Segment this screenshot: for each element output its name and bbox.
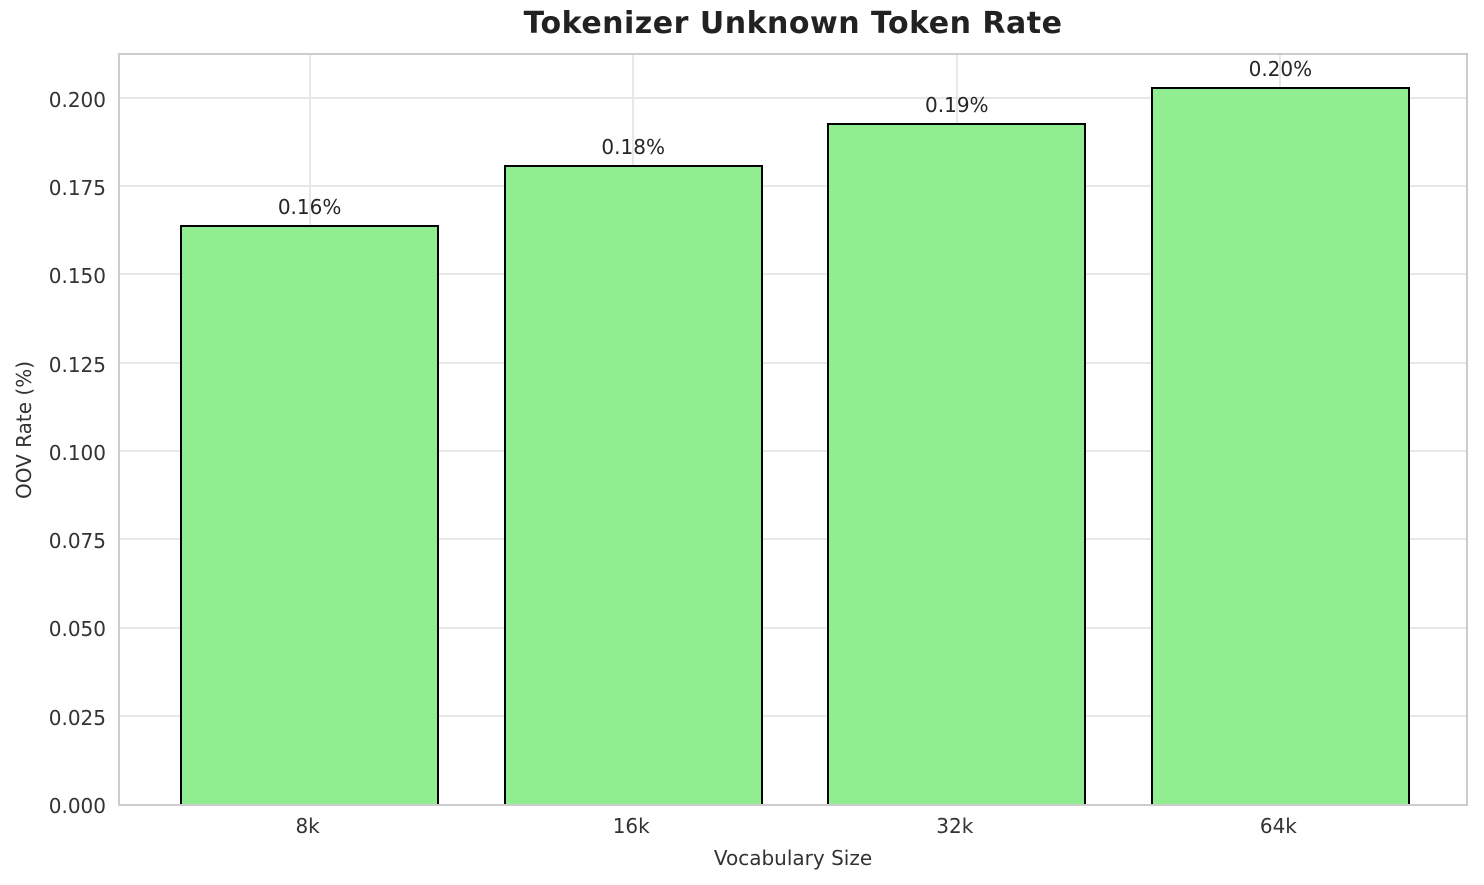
y-tick-label: 0.150: [48, 264, 106, 289]
x-tick-label: 16k: [612, 814, 650, 838]
h-gridline: [120, 361, 1466, 364]
h-gridline: [120, 538, 1466, 541]
y-tick-label: 0.100: [48, 440, 106, 465]
y-tick-label: 0.025: [48, 705, 106, 730]
bar-8k: [180, 225, 440, 804]
plot-area: 0.16% 0.18% 0.19% 0.20%: [118, 53, 1468, 806]
x-tick-label: 8k: [295, 814, 320, 838]
h-gridline: [120, 96, 1466, 99]
h-gridline: [120, 273, 1466, 276]
y-tick-label: 0.175: [48, 176, 106, 201]
x-tick-label: 64k: [1259, 814, 1297, 838]
h-gridline: [120, 626, 1466, 629]
bar-value-label: 0.19%: [925, 92, 989, 117]
bar-value-label: 0.18%: [601, 135, 665, 160]
y-tick-label: 0.075: [48, 529, 106, 554]
y-tick-label: 0.125: [48, 352, 106, 377]
y-tick-label: 0.050: [48, 617, 106, 642]
h-gridline: [120, 185, 1466, 188]
y-axis-label: OOV Rate (%): [12, 361, 36, 499]
chart-title: Tokenizer Unknown Token Rate: [523, 6, 1063, 41]
bar-value-label: 0.16%: [277, 195, 342, 220]
bar-32k: [827, 122, 1087, 804]
bar-value-label: 0.20%: [1248, 57, 1313, 82]
y-tick-label: 0.000: [48, 794, 106, 818]
h-gridline: [120, 714, 1466, 717]
x-tick-label: 32k: [936, 814, 974, 838]
bar-16k: [503, 165, 763, 804]
h-gridline: [120, 449, 1466, 452]
bar-64k: [1150, 87, 1410, 804]
y-tick-label: 0.200: [48, 87, 106, 112]
x-axis-label: Vocabulary Size: [713, 846, 873, 870]
